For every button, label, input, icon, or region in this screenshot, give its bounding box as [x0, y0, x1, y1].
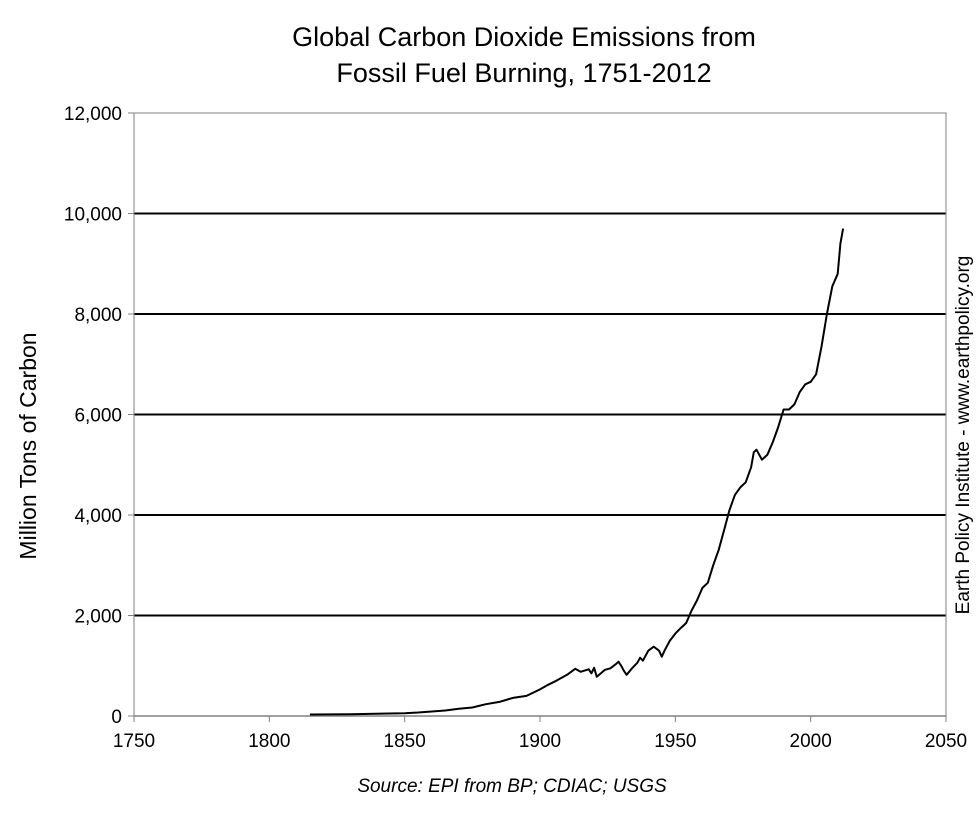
source-note: Source: EPI from BP; CDIAC; USGS — [357, 776, 667, 797]
y-tick-label: 0 — [111, 707, 122, 728]
y-axis-label: Million Tons of Carbon — [15, 332, 41, 559]
y-tick-label: 2,000 — [74, 607, 122, 628]
x-tick-label: 1950 — [654, 731, 696, 752]
y-tick-label: 12,000 — [64, 104, 122, 125]
gridlines — [134, 212, 946, 617]
x-tick-label: 1900 — [519, 731, 561, 752]
series-line-emissions — [309, 228, 845, 716]
x-tick-label: 2000 — [790, 731, 832, 752]
x-tick-label: 1850 — [384, 731, 426, 752]
credit-label: Earth Policy Institute - www.earthpolicy… — [953, 256, 974, 615]
y-tick-label: 6,000 — [74, 406, 122, 427]
y-tick-label: 4,000 — [74, 506, 122, 527]
chart-title-line-2: Fossil Fuel Burning, 1751-2012 — [336, 58, 711, 88]
x-tick-label: 2050 — [925, 731, 967, 752]
x-tick-label: 1750 — [113, 731, 155, 752]
y-axis: 0 2,000 4,000 6,000 8,000 10,000 12,000 — [64, 104, 134, 728]
y-tick-label: 10,000 — [64, 205, 122, 226]
y-tick-label: 8,000 — [74, 305, 122, 326]
x-axis: 1750 1800 1850 1900 1950 2000 2050 — [113, 715, 967, 752]
x-tick-label: 1800 — [248, 731, 290, 752]
chart-title-line-1: Global Carbon Dioxide Emissions from — [292, 22, 756, 52]
